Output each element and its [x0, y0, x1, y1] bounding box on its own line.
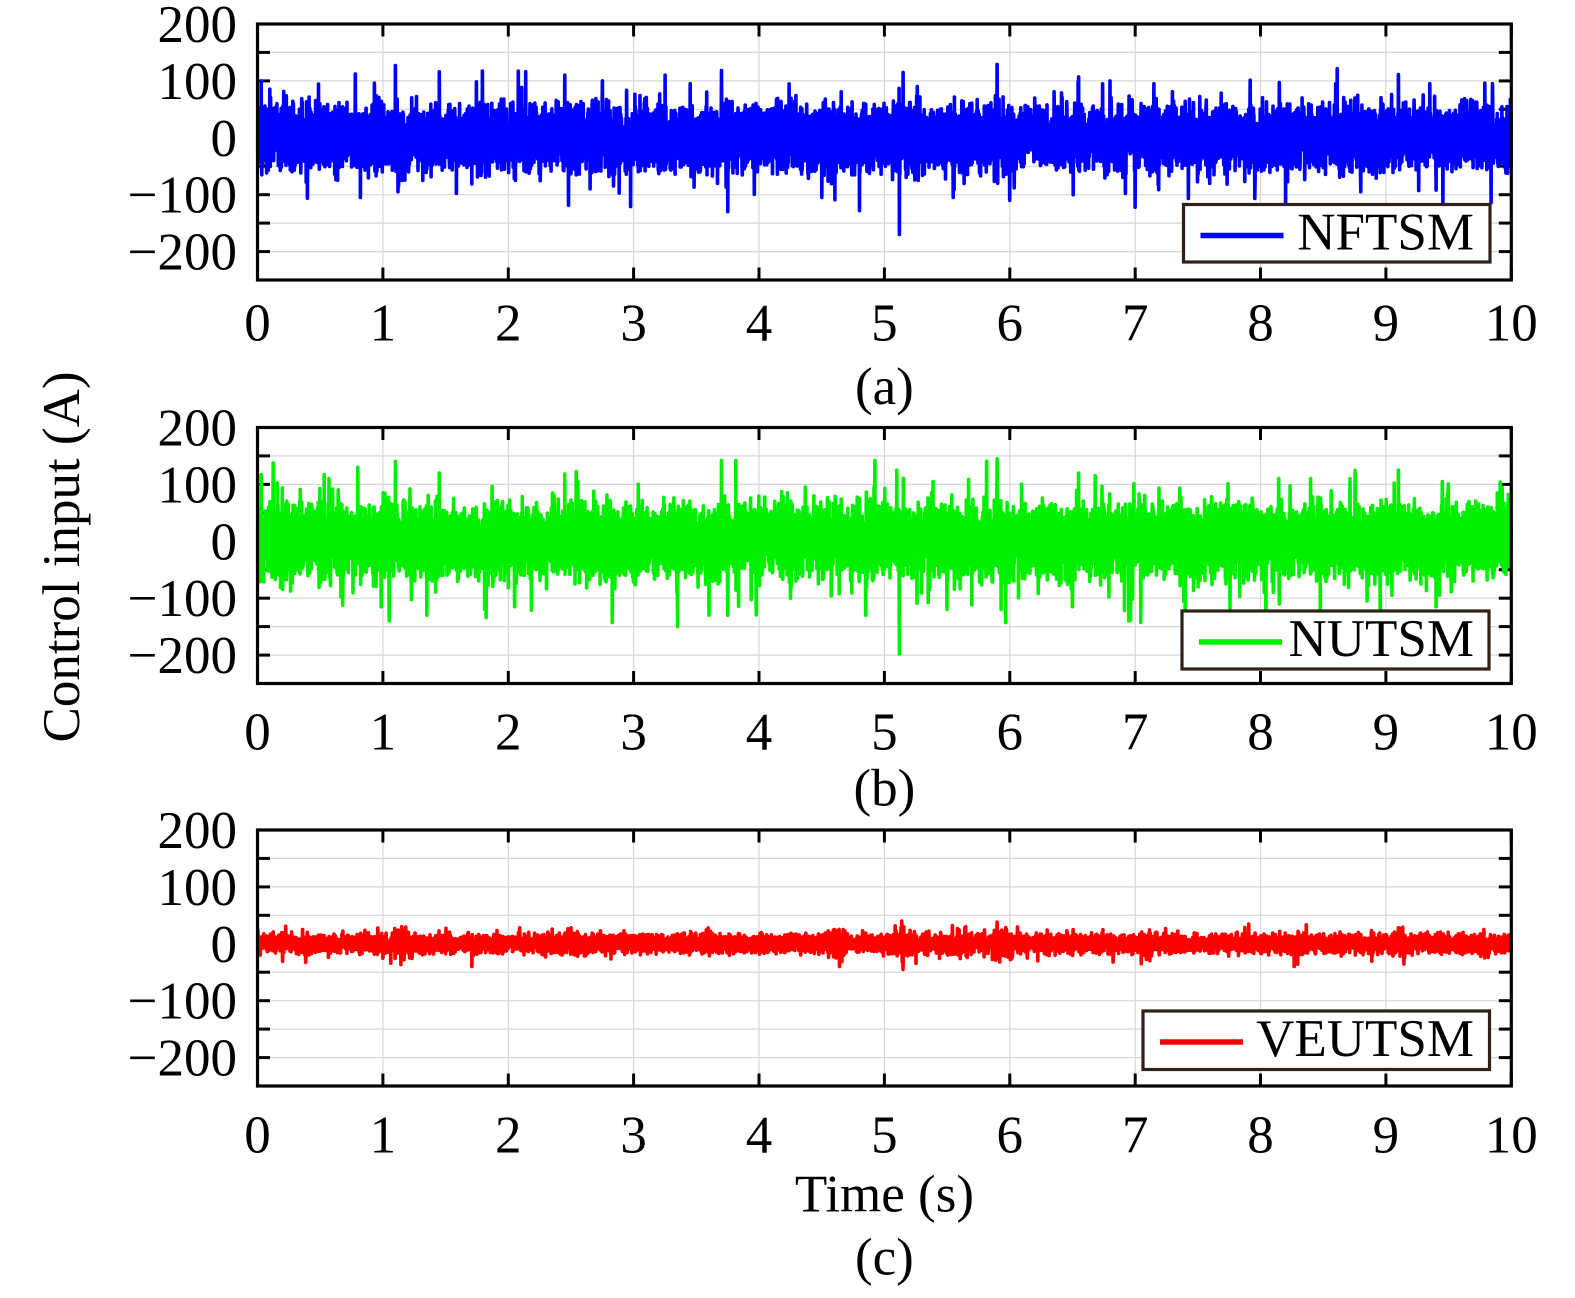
svg-text:200: 200: [158, 802, 238, 860]
svg-text:NFTSM: NFTSM: [1297, 204, 1474, 262]
svg-text:2: 2: [495, 1106, 522, 1164]
svg-text:Time (s): Time (s): [795, 1166, 974, 1224]
svg-text:9: 9: [1373, 295, 1400, 353]
svg-text:5: 5: [871, 295, 898, 353]
svg-text:100: 100: [158, 859, 238, 917]
svg-text:1: 1: [370, 1106, 397, 1164]
svg-text:NUTSM: NUTSM: [1288, 610, 1474, 668]
svg-text:3: 3: [620, 1106, 647, 1164]
svg-text:200: 200: [158, 400, 238, 458]
svg-text:5: 5: [871, 704, 898, 762]
svg-text:6: 6: [997, 295, 1024, 353]
svg-text:(a): (a): [855, 358, 914, 416]
svg-text:4: 4: [746, 1106, 773, 1164]
svg-text:VEUTSM: VEUTSM: [1256, 1010, 1474, 1068]
svg-text:(c): (c): [855, 1229, 914, 1287]
svg-text:4: 4: [746, 295, 773, 353]
svg-text:9: 9: [1373, 704, 1400, 762]
svg-text:(b): (b): [853, 760, 915, 818]
svg-text:9: 9: [1373, 1106, 1400, 1164]
svg-text:1: 1: [370, 704, 397, 762]
svg-text:0: 0: [244, 1106, 271, 1164]
svg-text:8: 8: [1247, 295, 1274, 353]
svg-text:100: 100: [158, 456, 238, 514]
svg-text:200: 200: [158, 0, 238, 54]
svg-text:0: 0: [211, 916, 238, 974]
svg-text:−200: −200: [128, 1030, 237, 1088]
svg-text:1: 1: [370, 295, 397, 353]
svg-text:8: 8: [1247, 1106, 1274, 1164]
svg-text:0: 0: [211, 110, 238, 168]
svg-text:8: 8: [1247, 704, 1274, 762]
svg-text:−100: −100: [128, 167, 237, 225]
svg-text:2: 2: [495, 295, 522, 353]
svg-text:7: 7: [1122, 1106, 1149, 1164]
svg-text:−200: −200: [128, 627, 237, 685]
svg-text:3: 3: [620, 295, 647, 353]
svg-text:6: 6: [997, 1106, 1024, 1164]
svg-text:100: 100: [158, 53, 238, 111]
svg-text:5: 5: [871, 1106, 898, 1164]
svg-text:4: 4: [746, 704, 773, 762]
svg-text:−100: −100: [128, 973, 237, 1031]
svg-text:−200: −200: [128, 224, 237, 282]
svg-text:6: 6: [997, 704, 1024, 762]
svg-text:0: 0: [244, 704, 271, 762]
svg-text:−100: −100: [128, 570, 237, 628]
svg-text:2: 2: [495, 704, 522, 762]
svg-text:10: 10: [1485, 704, 1538, 762]
svg-text:10: 10: [1485, 295, 1538, 353]
svg-text:7: 7: [1122, 295, 1149, 353]
svg-text:Control input (A): Control input (A): [33, 372, 91, 743]
svg-text:10: 10: [1485, 1106, 1538, 1164]
svg-text:3: 3: [620, 704, 647, 762]
svg-text:0: 0: [211, 513, 238, 571]
svg-text:0: 0: [244, 295, 271, 353]
svg-text:7: 7: [1122, 704, 1149, 762]
